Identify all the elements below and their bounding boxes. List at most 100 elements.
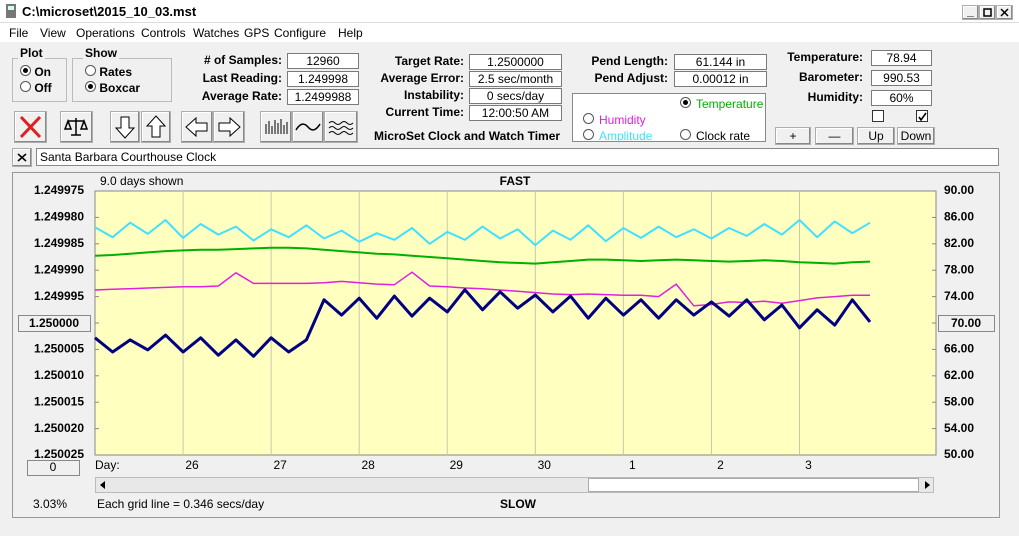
radio[interactable] (680, 129, 691, 140)
readout-label: # of Samples: (203, 53, 282, 67)
y-tick-label: 1.249980 (34, 210, 84, 224)
menu-item[interactable]: File (9, 26, 29, 40)
readout-value: 990.53 (871, 70, 932, 86)
menu-item[interactable]: Watches (193, 26, 240, 40)
scroll-box (27, 460, 80, 476)
readout-label: Temperature: (787, 50, 863, 64)
menu-item[interactable]: View (40, 26, 66, 40)
radio[interactable] (583, 129, 594, 140)
left-button[interactable] (181, 111, 213, 143)
readout-value: 12:00:50 AM (469, 105, 562, 121)
legend: Temperature Humidity Amplitude Clock rate (572, 93, 766, 143)
readout-label: Pend Adjust: (594, 71, 668, 85)
radio[interactable] (680, 97, 691, 108)
wave-button[interactable] (292, 111, 324, 143)
radio[interactable]: On (20, 65, 51, 79)
x-tick-label: 26 (185, 458, 199, 472)
menu-item[interactable]: GPS (244, 26, 270, 40)
readout-value: 61.144 in (674, 54, 767, 70)
checkbox[interactable] (916, 110, 928, 122)
series-line (94, 271, 870, 307)
menu-item[interactable]: Configure (274, 26, 327, 40)
right-button[interactable] (213, 111, 245, 143)
readout-label: Target Rate: (394, 54, 464, 68)
show-group (72, 58, 172, 102)
bars-button[interactable] (260, 111, 292, 143)
legend-label: Temperature (696, 97, 764, 111)
y-tick-label: 1.250010 (34, 368, 84, 382)
y2-tick-label: 50.00 (944, 447, 974, 461)
legend-item[interactable]: Temperature (680, 97, 763, 111)
readout-label: Humidity: (807, 90, 863, 104)
readout-label: Barometer: (798, 70, 863, 84)
down-scale-button[interactable]: Down (897, 127, 935, 145)
legend-item[interactable]: Amplitude (583, 129, 652, 143)
x-tick-label: 2 (717, 458, 724, 472)
minus-button[interactable]: — (815, 127, 854, 145)
checkbox[interactable] (872, 110, 884, 122)
group-label: Plot (18, 46, 45, 60)
y-tick-label: 1.250020 (34, 421, 84, 435)
y2-tick-label: 78.00 (944, 262, 974, 276)
y-tick-label: 1.250015 (34, 394, 84, 408)
days-shown: 9.0 days shown (100, 174, 183, 188)
up-scale-button[interactable]: Up (857, 127, 895, 145)
menu-item[interactable]: Controls (141, 26, 186, 40)
legend-item[interactable]: Clock rate (680, 129, 750, 143)
down-button[interactable] (110, 111, 140, 143)
slow-label: SLOW (500, 497, 537, 511)
y2-tick-label: 66.00 (944, 342, 974, 356)
series-line (94, 288, 872, 358)
maximize[interactable] (979, 5, 996, 20)
y2-tick-label: 86.00 (944, 210, 974, 224)
right-center-box (938, 315, 995, 332)
y-tick-label: 1.250005 (34, 342, 84, 356)
scroll-left (100, 481, 105, 489)
readout-label: Average Error: (380, 71, 464, 85)
clear-button[interactable] (12, 148, 32, 167)
y-tick-label: 1.250025 (34, 447, 84, 461)
radio[interactable]: Boxcar (85, 81, 140, 95)
menu-item[interactable]: Help (338, 26, 363, 40)
right-center-value: 70.00 (951, 316, 981, 330)
legend-label: Amplitude (599, 129, 653, 143)
readout-label: Instability: (403, 88, 464, 102)
legend-item[interactable]: Humidity (583, 113, 646, 127)
app-name: MicroSet Clock and Watch Timer (374, 129, 561, 143)
readout-value: 1.249998 (287, 71, 359, 87)
stop-button[interactable] (14, 111, 47, 143)
series-line (94, 219, 871, 247)
plus-button[interactable]: + (775, 127, 811, 145)
readout-label: Last Reading: (202, 71, 282, 85)
radio[interactable]: Off (20, 81, 52, 95)
close[interactable] (996, 5, 1013, 20)
legend-label: Clock rate (696, 129, 751, 143)
balance-button[interactable] (60, 111, 93, 143)
radio-label: On (34, 65, 52, 79)
left-center-box (18, 315, 91, 332)
grid-note: Each grid line = 0.346 secs/day (97, 497, 264, 511)
readout-value: 0 secs/day (469, 88, 562, 104)
readout-label: Average Rate: (201, 89, 282, 103)
y2-tick-label: 90.00 (944, 183, 974, 197)
y2-tick-label: 82.00 (944, 236, 974, 250)
up-button[interactable] (141, 111, 171, 143)
scroll-thumb (588, 478, 919, 492)
x-tick-label: 1 (629, 458, 636, 472)
waves-button[interactable] (324, 111, 358, 143)
clock-name-field[interactable]: Santa Barbara Courthouse Clock (36, 148, 999, 166)
minimize[interactable]: _ (962, 5, 979, 20)
y2-tick-label: 74.00 (944, 289, 974, 303)
readout-value: 0.00012 in (674, 71, 767, 87)
radio-label: Off (34, 81, 52, 95)
radio[interactable]: Rates (85, 65, 132, 79)
percent: 3.03% (33, 497, 67, 511)
menu-item[interactable]: Operations (76, 26, 135, 40)
y2-tick-label: 58.00 (944, 394, 974, 408)
group-label: Show (83, 46, 119, 60)
app-icon (6, 4, 16, 18)
scroll-box-value: 0 (50, 460, 57, 474)
readout-label: Current Time: (385, 105, 464, 119)
radio[interactable] (583, 113, 594, 124)
y-tick-label: 1.249985 (34, 236, 84, 250)
